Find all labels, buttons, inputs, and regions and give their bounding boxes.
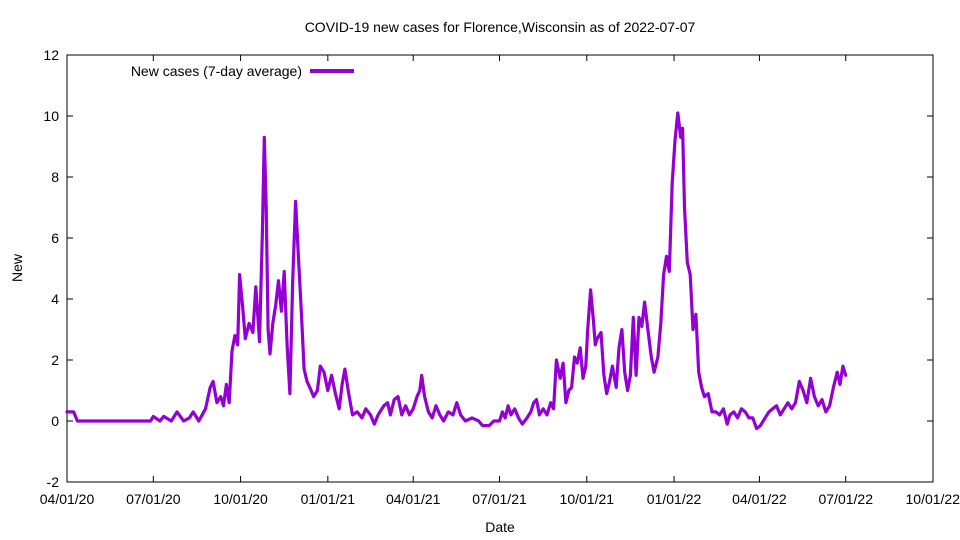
series-line-new-cases — [65, 111, 848, 431]
y-tick-label: 12 — [43, 47, 59, 63]
chart-title: COVID-19 new cases for Florence,Wisconsi… — [305, 19, 696, 35]
x-tick-label: 01/01/22 — [647, 491, 702, 507]
x-tick-label: 01/01/21 — [301, 491, 356, 507]
x-tick-label: 10/01/22 — [906, 491, 960, 507]
y-tick-label: 4 — [51, 291, 59, 307]
legend: New cases (7-day average) — [131, 63, 354, 79]
y-tick-label: 2 — [51, 352, 59, 368]
x-tick-label: 04/01/21 — [386, 491, 441, 507]
y-tick-label: 0 — [51, 413, 59, 429]
x-tick-label: 04/01/22 — [732, 491, 787, 507]
x-tick-label: 07/01/21 — [472, 491, 527, 507]
x-axis: 04/01/20 07/01/20 10/01/20 01/01/21 04/01/21… — [40, 55, 960, 507]
y-tick-label: 10 — [43, 108, 59, 124]
y-tick-label: 8 — [51, 169, 59, 185]
y-tick-label: -2 — [47, 474, 60, 490]
y-tick-label: 6 — [51, 230, 59, 246]
legend-label: New cases (7-day average) — [131, 63, 302, 79]
x-tick-label: 10/01/21 — [560, 491, 615, 507]
y-axis: -2 0 2 4 6 8 10 12 — [43, 47, 933, 490]
x-axis-label: Date — [485, 519, 515, 535]
x-tick-label: 07/01/20 — [126, 491, 181, 507]
y-axis-label: New — [9, 253, 25, 282]
x-tick-label: 07/01/22 — [818, 491, 873, 507]
x-tick-label: 04/01/20 — [40, 491, 95, 507]
x-tick-label: 10/01/20 — [213, 491, 268, 507]
